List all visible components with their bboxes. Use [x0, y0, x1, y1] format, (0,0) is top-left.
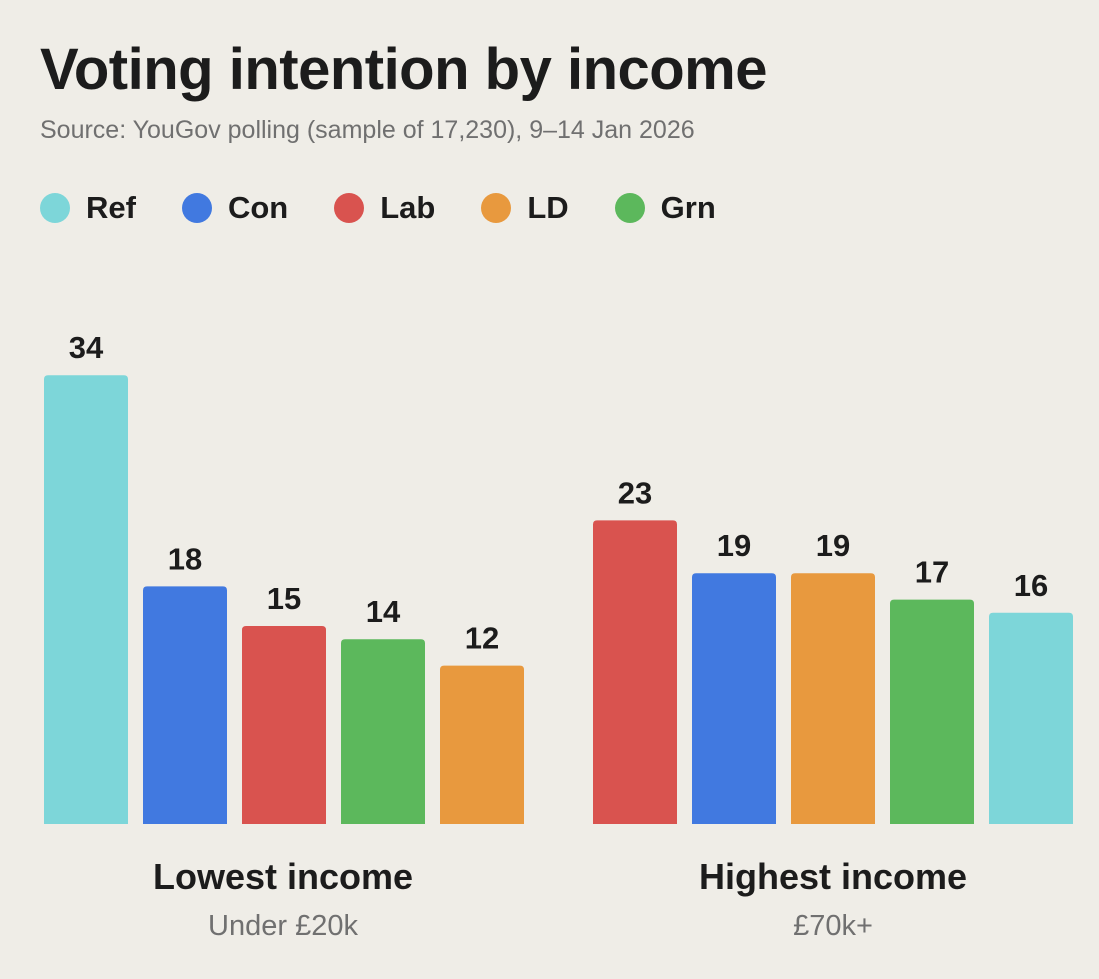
value-label-lowest-income-con: 18 — [168, 541, 202, 576]
chart-subtitle: Source: YouGov polling (sample of 17,230… — [40, 116, 695, 144]
value-label-lowest-income-ref: 34 — [69, 330, 104, 365]
legend-item-grn: Grn — [614, 190, 716, 226]
bar-lowest-income-ref — [44, 375, 128, 824]
bar-highest-income-ld — [791, 573, 875, 824]
legend-label-con: Con — [227, 190, 289, 225]
group-title-highest-income: Highest income — [698, 856, 968, 897]
value-label-lowest-income-grn: 14 — [366, 594, 401, 629]
chart-title: Voting intention by income — [40, 37, 768, 102]
value-label-lowest-income-lab: 15 — [267, 581, 301, 616]
legend-label-ld: LD — [527, 190, 569, 225]
legend-swatch-ld — [481, 193, 512, 223]
group-subtitle-lowest-income: Under £20k — [208, 910, 358, 942]
bar-highest-income-con — [692, 573, 776, 824]
legend-label-grn: Grn — [660, 190, 716, 225]
bar-lowest-income-ld — [440, 665, 524, 824]
legend-swatch-ref — [40, 193, 70, 223]
value-label-highest-income-ld: 19 — [816, 528, 850, 563]
legend-item-con: Con — [181, 190, 289, 226]
legend-label-ref: Ref — [86, 190, 136, 225]
legend-label-lab: Lab — [380, 190, 436, 225]
group-title-lowest-income: Lowest income — [152, 856, 414, 897]
value-label-highest-income-lab: 23 — [618, 475, 652, 510]
legend-swatch-lab — [334, 193, 365, 223]
legend-swatch-grn — [614, 193, 645, 223]
bar-lowest-income-con — [143, 586, 227, 824]
legend-item-ref: Ref — [40, 190, 136, 226]
legend-swatch-con — [181, 193, 212, 223]
bar-lowest-income-lab — [242, 626, 326, 824]
legend: Ref Con Lab LD Grn — [40, 190, 716, 226]
bar-highest-income-grn — [890, 599, 974, 824]
bar-highest-income-ref — [989, 612, 1073, 824]
group-subtitle-highest-income: £70k+ — [793, 910, 873, 942]
value-label-highest-income-ref: 16 — [1014, 568, 1048, 603]
legend-item-ld: LD — [481, 190, 569, 226]
value-label-lowest-income-ld: 12 — [465, 621, 499, 656]
legend-item-lab: Lab — [334, 190, 435, 226]
value-label-highest-income-grn: 17 — [915, 555, 949, 590]
bar-highest-income-lab — [593, 520, 677, 824]
bar-lowest-income-grn — [341, 639, 425, 824]
value-label-highest-income-con: 19 — [717, 528, 751, 563]
